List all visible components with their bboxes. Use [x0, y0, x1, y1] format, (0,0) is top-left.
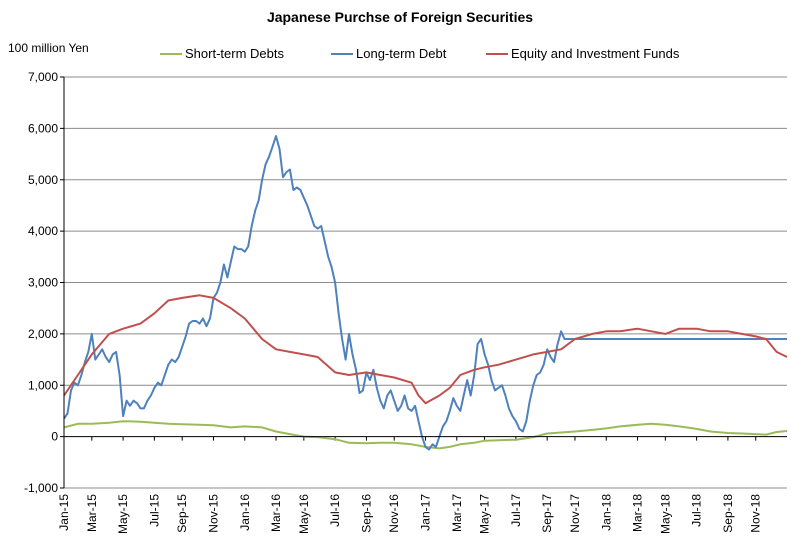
x-tick-label: Jul-15: [147, 494, 161, 527]
series-line-equity-and-investment-funds: [63, 294, 788, 405]
y-tick-label: 0: [51, 430, 58, 444]
x-tick-label: Jul-16: [328, 494, 342, 527]
gridlines: [64, 76, 787, 489]
x-tick-label: Jul-18: [690, 494, 704, 527]
x-tick-label: May-16: [297, 494, 311, 534]
series-line-long-term-debt: [63, 135, 787, 451]
y-tick-label: 2,000: [28, 327, 58, 341]
series-line-short-term-debts: [63, 420, 788, 450]
y-tick-label: 1,000: [28, 378, 58, 392]
x-tick-label: Sep-17: [540, 494, 554, 533]
x-tick-label: Jan-16: [238, 494, 252, 531]
x-tick-label: May-18: [658, 494, 672, 534]
legend-label: Long-term Debt: [356, 46, 447, 61]
axes: [63, 77, 787, 488]
x-tick-label: Mar-18: [631, 494, 645, 532]
x-tick-label: Sep-15: [175, 494, 189, 533]
chart-title: Japanese Purchse of Foreign Securities: [267, 9, 533, 25]
x-tick-label: Mar-15: [85, 494, 99, 532]
y-tick-label: 7,000: [28, 70, 58, 84]
x-tick-label: May-17: [478, 494, 492, 534]
y-axis-unit-label: 100 million Yen: [8, 41, 89, 55]
x-tick-label: Jan-15: [57, 494, 71, 531]
x-tick-label: Sep-16: [359, 494, 373, 533]
series-layer: [63, 135, 788, 451]
x-tick-label: Mar-16: [269, 494, 283, 532]
x-tick-label: Jan-18: [599, 494, 613, 531]
x-tick-label: Mar-17: [450, 494, 464, 532]
y-axis-ticks: -1,000 0 1,000 2,000 3,000 4,000 5,000 6,000 7,0…: [24, 70, 64, 495]
x-tick-label: Sep-18: [721, 494, 735, 533]
y-tick-label: 6,000: [28, 121, 58, 135]
x-tick-label: Nov-17: [568, 494, 582, 533]
x-tick-label: Jul-17: [509, 494, 523, 527]
y-tick-label: 4,000: [28, 224, 58, 238]
x-axis-ticks: Jan-15 Mar-15 May-15 Jul-15 Sep-15 Nov-15 Jan-…: [57, 436, 763, 534]
legend-label: Equity and Investment Funds: [511, 46, 680, 61]
x-tick-label: Nov-16: [387, 494, 401, 533]
legend-label: Short-term Debts: [185, 46, 284, 61]
x-tick-label: Nov-18: [749, 494, 763, 533]
x-tick-label: Jan-17: [419, 494, 433, 531]
y-tick-label: 3,000: [28, 276, 58, 290]
y-tick-label: -1,000: [24, 481, 58, 495]
y-tick-label: 5,000: [28, 173, 58, 187]
x-tick-label: Nov-15: [206, 494, 220, 533]
legend: Short-term Debts Long-term Debt Equity and…: [160, 46, 680, 61]
x-tick-label: May-15: [116, 494, 130, 534]
